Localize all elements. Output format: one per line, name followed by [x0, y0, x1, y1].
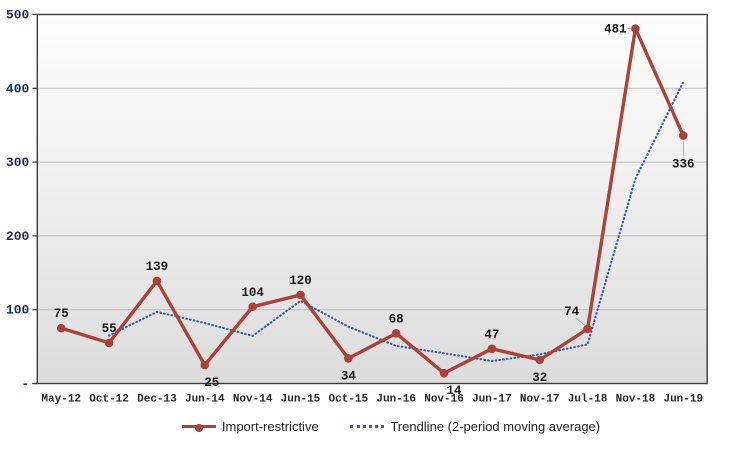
svg-text:500: 500 — [6, 8, 30, 23]
svg-text:14: 14 — [447, 384, 463, 398]
svg-text:100: 100 — [6, 303, 30, 318]
svg-text:47: 47 — [484, 328, 499, 342]
svg-text:104: 104 — [241, 286, 264, 300]
svg-text:68: 68 — [389, 312, 404, 326]
svg-text:25: 25 — [204, 376, 219, 390]
svg-text:Nov-14: Nov-14 — [233, 394, 273, 406]
svg-text:Nov-18: Nov-18 — [616, 394, 656, 406]
svg-text:Jun-16: Jun-16 — [376, 394, 416, 406]
svg-text:300: 300 — [6, 155, 30, 170]
svg-text:139: 139 — [146, 260, 169, 274]
svg-text:Oct-15: Oct-15 — [329, 394, 369, 406]
svg-text:Oct-12: Oct-12 — [89, 394, 129, 406]
svg-text:-: - — [21, 377, 29, 392]
svg-text:120: 120 — [289, 274, 312, 288]
svg-text:200: 200 — [6, 229, 30, 244]
svg-text:481: 481 — [604, 23, 627, 37]
svg-text:32: 32 — [532, 371, 547, 385]
svg-text:May-12: May-12 — [41, 394, 81, 406]
svg-text:336: 336 — [672, 158, 695, 172]
svg-text:Jul-18: Jul-18 — [568, 394, 608, 406]
svg-text:400: 400 — [6, 81, 30, 96]
svg-text:Jun-19: Jun-19 — [663, 394, 703, 406]
svg-text:75: 75 — [54, 307, 69, 321]
svg-text:Jun-15: Jun-15 — [281, 394, 321, 406]
svg-text:Jun-17: Jun-17 — [472, 394, 512, 406]
svg-text:Jun-14: Jun-14 — [185, 394, 225, 406]
svg-text:55: 55 — [102, 322, 117, 336]
svg-text:74: 74 — [564, 305, 580, 319]
svg-text:Dec-13: Dec-13 — [137, 394, 177, 406]
svg-text:34: 34 — [341, 369, 357, 383]
svg-text:Nov-17: Nov-17 — [520, 394, 560, 406]
